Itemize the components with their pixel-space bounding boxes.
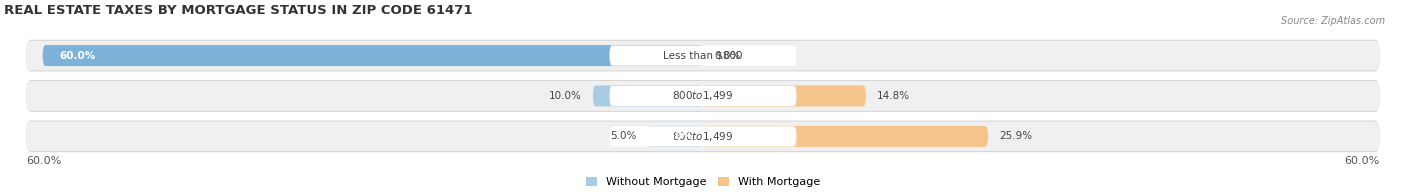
FancyBboxPatch shape <box>609 126 797 146</box>
FancyBboxPatch shape <box>27 122 1379 151</box>
Text: 0.0%: 0.0% <box>714 51 740 61</box>
Text: $800 to $1,499: $800 to $1,499 <box>672 90 734 103</box>
FancyBboxPatch shape <box>27 81 1379 111</box>
Text: Source: ZipAtlas.com: Source: ZipAtlas.com <box>1281 16 1385 26</box>
FancyBboxPatch shape <box>27 121 1379 152</box>
Text: 14.8%: 14.8% <box>877 91 910 101</box>
Text: Less than $800: Less than $800 <box>664 51 742 61</box>
FancyBboxPatch shape <box>27 80 1379 112</box>
Text: REAL ESTATE TAXES BY MORTGAGE STATUS IN ZIP CODE 61471: REAL ESTATE TAXES BY MORTGAGE STATUS IN … <box>4 4 472 17</box>
Text: 60.0%: 60.0% <box>1344 156 1379 166</box>
FancyBboxPatch shape <box>703 126 988 147</box>
Text: 10.0%: 10.0% <box>550 91 582 101</box>
Text: 5.0%: 5.0% <box>610 131 637 141</box>
FancyBboxPatch shape <box>27 41 1379 71</box>
Text: 5.0%: 5.0% <box>665 131 693 141</box>
Text: 60.0%: 60.0% <box>27 156 62 166</box>
Text: $800 to $1,499: $800 to $1,499 <box>672 130 734 143</box>
Legend: Without Mortgage, With Mortgage: Without Mortgage, With Mortgage <box>582 173 824 192</box>
Text: 25.9%: 25.9% <box>1000 131 1032 141</box>
FancyBboxPatch shape <box>42 45 703 66</box>
FancyBboxPatch shape <box>27 40 1379 71</box>
Text: 10.0%: 10.0% <box>609 91 645 101</box>
FancyBboxPatch shape <box>703 85 866 106</box>
Text: 60.0%: 60.0% <box>59 51 96 61</box>
FancyBboxPatch shape <box>648 126 703 147</box>
FancyBboxPatch shape <box>609 86 797 106</box>
FancyBboxPatch shape <box>609 45 797 66</box>
FancyBboxPatch shape <box>593 85 703 106</box>
